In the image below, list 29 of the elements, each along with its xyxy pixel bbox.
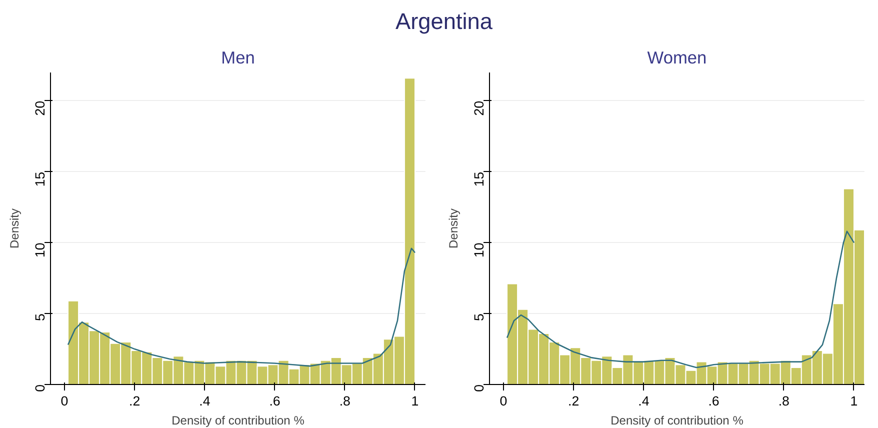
y-axis-title: Density [446, 208, 460, 249]
y-tick-label: 20 [472, 100, 486, 116]
x-tick-label: .4 [199, 394, 211, 408]
x-tick-label: .6 [708, 394, 720, 408]
y-tick-label: 5 [472, 314, 486, 322]
y-axis-title: Density [8, 208, 22, 249]
y-tick-label: 10 [32, 242, 48, 258]
x-tick-label: .2 [568, 394, 580, 408]
x-tick-label: 1 [850, 394, 858, 408]
x-axis-title: Density of contribution % [172, 414, 305, 428]
x-tick-label: .4 [638, 394, 650, 408]
x-axis-title: Density of contribution % [610, 414, 744, 428]
x-tick-label: 1 [411, 394, 419, 408]
y-tick-label: 15 [32, 172, 48, 187]
y-tick-label: 20 [32, 100, 48, 116]
x-tick-label: .8 [339, 394, 350, 408]
x-tick-label: 0 [500, 394, 508, 408]
x-tick-label: .6 [269, 394, 280, 408]
y-tick-label: 15 [472, 172, 486, 187]
x-tick-label: .8 [778, 394, 790, 408]
y-tick-label: 10 [472, 242, 486, 258]
chart-title: Argentina [396, 7, 492, 36]
chart-subtitle: Women [647, 48, 707, 68]
x-tick-label: 0 [60, 394, 68, 408]
y-tick-label: 0 [32, 384, 48, 392]
chart-subtitle: Men [221, 48, 255, 68]
x-tick-label: .2 [129, 394, 140, 408]
y-tick-label: 0 [472, 384, 486, 392]
y-tick-label: 5 [32, 314, 48, 322]
